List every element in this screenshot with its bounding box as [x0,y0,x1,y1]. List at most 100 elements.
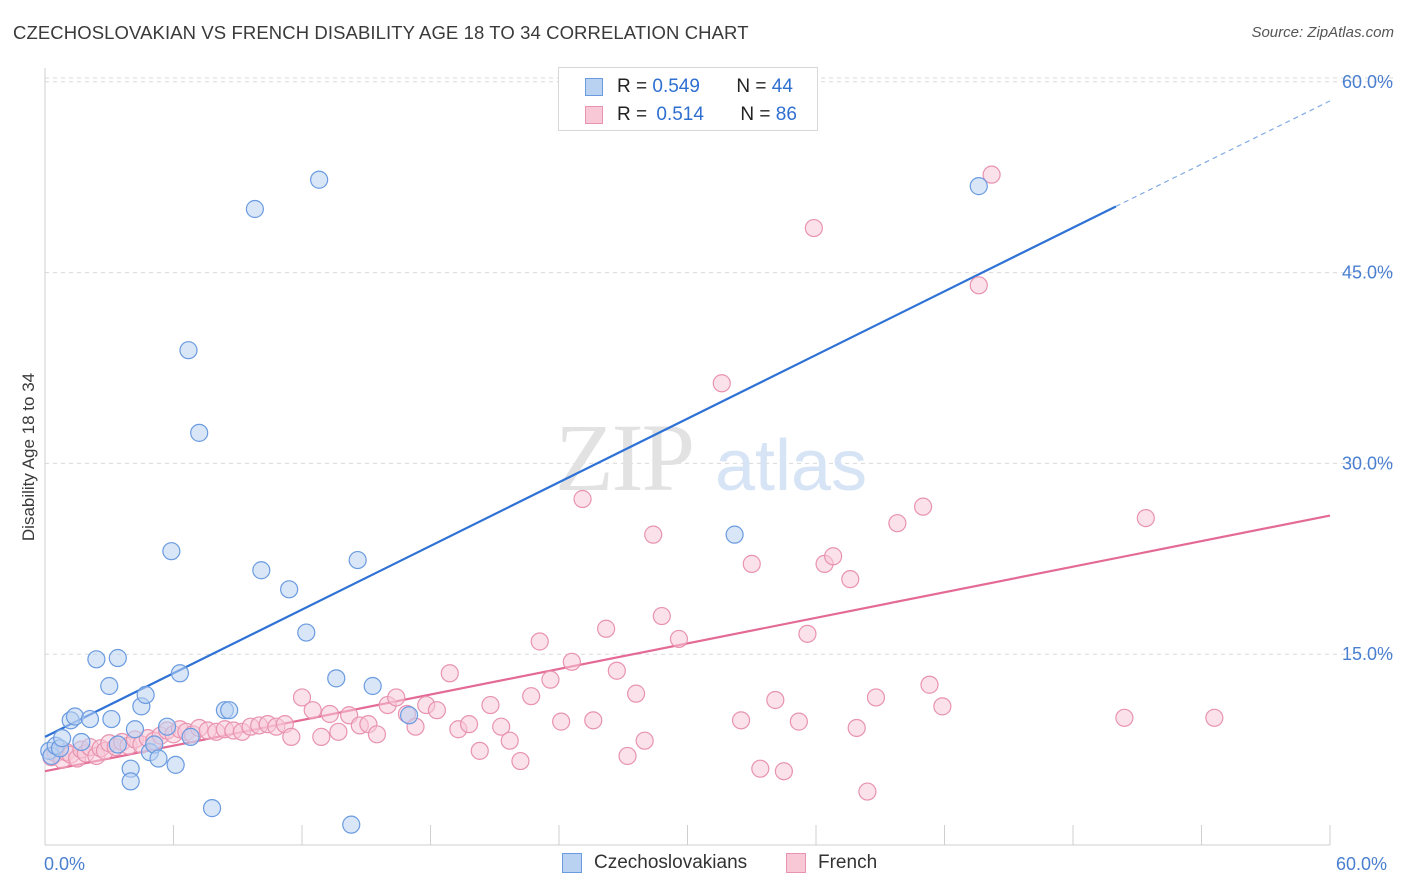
point-french [312,727,331,746]
point-french [367,725,387,744]
point-french [742,554,761,573]
bottom-legend-french: French [786,852,877,874]
point-french [751,759,770,778]
points-czechoslovakians [40,170,988,834]
point-french [303,701,322,720]
point-french [841,570,860,589]
trend-line-czechoslovakians [44,205,1117,738]
point-czechoslovakians [280,580,299,599]
point-french [618,746,637,766]
point-czechoslovakians [725,525,744,544]
point-czechoslovakians [181,727,200,746]
legend-swatch-pink [585,106,603,124]
point-czechoslovakians [162,542,181,561]
y-axis-label: Disability Age 18 to 34 [19,373,38,541]
point-french [731,711,751,730]
bottom-legend-swatch-pink [786,853,806,873]
point-czechoslovakians [297,623,316,642]
point-czechoslovakians [166,755,185,774]
legend-n-value: 86 [775,104,797,125]
y-tick-labels: 15.0% 30.0% 45.0% 60.0% [1342,72,1393,664]
point-french [530,632,549,651]
point-french [511,751,530,771]
point-czechoslovakians [149,749,168,768]
trend-line-czechoslovakians-extension [1115,100,1331,207]
point-french [597,619,616,638]
point-czechoslovakians [87,650,106,669]
point-czechoslovakians [80,709,100,729]
legend-row-french: R = 0.514 N = 86 [585,102,797,128]
point-czechoslovakians [125,720,145,739]
point-french [387,688,406,707]
point-french [562,652,581,671]
point-czechoslovakians [108,735,127,754]
point-french [982,165,1001,184]
legend-n-value: 44 [771,76,793,97]
point-czechoslovakians [179,341,198,360]
point-czechoslovakians [245,199,264,219]
point-czechoslovakians [363,676,382,696]
bottom-legend-swatch-blue [562,853,582,873]
point-french [573,489,592,509]
point-czechoslovakians [310,170,329,189]
watermark: ZIP atlas [555,404,867,511]
point-french [858,782,877,801]
point-french [1136,508,1155,528]
point-french [920,675,939,694]
legend-r-value: 0.514 [656,104,704,125]
point-french [320,704,339,724]
legend-row-czechoslovakians: R = 0.549 N = 44 [585,74,793,100]
point-french [1205,708,1224,727]
point-czechoslovakians [190,423,209,442]
point-french [481,695,500,715]
point-french [774,762,793,781]
point-french [669,629,689,649]
point-czechoslovakians [399,706,419,725]
y-tick-label: 60.0% [1342,72,1393,92]
point-french [470,741,489,760]
point-french [804,218,823,238]
point-french [652,606,671,626]
point-french [459,715,479,734]
point-french [500,731,519,750]
point-french [644,525,663,544]
point-czechoslovakians [108,648,127,668]
y-tick-label: 15.0% [1342,644,1393,664]
source-note: Source: ZipAtlas.com [1251,24,1394,41]
gridlines [45,77,1395,655]
point-czechoslovakians [65,707,85,726]
legend-n-label: N = [736,76,767,97]
point-french [766,690,785,710]
point-french [541,670,560,689]
point-czechoslovakians [202,799,222,818]
point-czechoslovakians [53,729,72,748]
point-french [913,497,933,516]
bottom-legend-czechoslovakians: Czechoslovakians [562,852,747,874]
point-czechoslovakians [170,664,190,683]
legend-r-label: R = [617,76,648,97]
point-french [712,374,731,393]
point-french [847,718,866,738]
point-czechoslovakians [969,177,988,196]
point-czechoslovakians [100,676,119,696]
point-french [329,722,348,741]
point-french [789,712,808,731]
point-czechoslovakians [72,732,91,752]
point-french [584,711,603,730]
legend-r-label: R = [617,104,648,125]
point-czechoslovakians [327,669,346,688]
point-czechoslovakians [348,550,367,570]
bottom-legend-label: Czechoslovakians [594,852,748,873]
point-french [1115,708,1134,727]
point-czechoslovakians [102,709,121,729]
point-czechoslovakians [342,815,361,834]
point-french [888,514,907,533]
point-czechoslovakians [220,701,239,720]
y-tick-label: 30.0% [1342,453,1393,473]
point-french [824,547,843,566]
x-tick-max: 60.0% [1336,854,1387,874]
point-czechoslovakians [121,772,140,791]
y-tick-label: 45.0% [1342,263,1393,283]
point-french [798,624,817,643]
